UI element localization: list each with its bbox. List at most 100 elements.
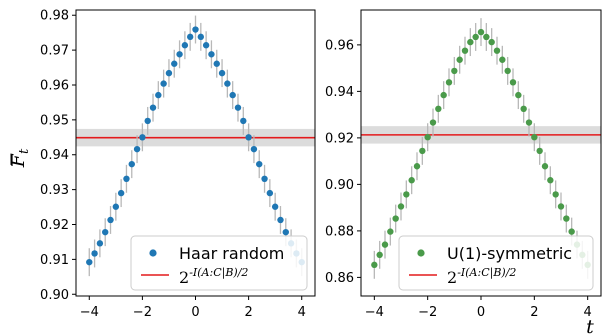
right-data-point xyxy=(451,67,458,75)
left-data-point xyxy=(261,175,268,183)
left-data-point xyxy=(102,228,109,236)
right-data-point xyxy=(520,105,527,113)
right-data-point xyxy=(413,163,421,170)
left-data-point xyxy=(277,216,284,224)
right-data-point xyxy=(392,215,399,222)
right-x-tick-label: −2 xyxy=(418,305,437,320)
right-data-point xyxy=(472,33,479,41)
right-data-point xyxy=(419,147,426,155)
left-legend-marker xyxy=(149,249,157,257)
right-legend-box xyxy=(398,235,594,291)
right-x-tick-label: 2 xyxy=(530,305,538,320)
x-axis-label: t xyxy=(586,316,594,335)
right-y-tick-label: 0.90 xyxy=(325,178,354,193)
right-data-point xyxy=(461,47,469,54)
left-legend-series-label: Haar random xyxy=(179,244,284,263)
left-panel: 0.90 0.91 0.92 0.93 0.94 0.95 0.96 0.97 0.98 −4 −2… xyxy=(40,9,316,320)
right-data-point xyxy=(477,28,485,36)
right-data-point xyxy=(440,91,447,99)
left-data-point xyxy=(266,189,274,197)
left-data-point xyxy=(213,60,220,67)
right-y-tick-label: 0.88 xyxy=(325,224,354,239)
y-axis-label-subscript: t xyxy=(17,148,32,154)
left-data-point xyxy=(256,160,263,168)
left-y-tick-label: 0.90 xyxy=(40,288,69,303)
left-data-point xyxy=(128,160,135,168)
left-data-point xyxy=(155,91,162,99)
left-data-point xyxy=(181,42,189,49)
left-data-point xyxy=(176,51,183,58)
right-data-point xyxy=(509,79,517,86)
left-y-tick-label: 0.93 xyxy=(40,183,69,198)
left-data-point xyxy=(202,42,210,49)
left-data-point xyxy=(91,250,98,257)
left-legend-box xyxy=(130,235,308,291)
right-data-point xyxy=(467,38,474,46)
right-data-point xyxy=(403,191,410,198)
right-data-point xyxy=(536,147,543,155)
left-y-tick-label: 0.92 xyxy=(40,218,69,233)
left-y-tick-label: 0.98 xyxy=(40,9,69,24)
right-data-point xyxy=(381,241,389,248)
right-data-point xyxy=(504,67,511,75)
right-data-point xyxy=(435,105,442,113)
right-data-point xyxy=(488,38,495,46)
left-y-tick-label: 0.96 xyxy=(40,78,69,93)
left-y-tick-label: 0.91 xyxy=(40,253,69,268)
right-data-point xyxy=(493,47,501,54)
right-data-point xyxy=(563,215,570,222)
left-data-point xyxy=(192,26,199,33)
left-data-point xyxy=(133,145,141,153)
left-data-point xyxy=(234,104,242,111)
right-legend-marker xyxy=(417,249,425,257)
left-x-tick-label: −4 xyxy=(80,305,99,320)
left-data-point xyxy=(107,216,114,224)
left-data-point xyxy=(208,51,215,58)
left-data-point xyxy=(271,203,279,210)
left-legend-threshold-label: 2-I(A:C|B)/2 xyxy=(179,266,248,287)
left-data-point xyxy=(160,80,167,87)
right-data-point xyxy=(525,119,533,126)
right-x-tick-label: −4 xyxy=(365,305,384,320)
right-data-point xyxy=(376,251,383,259)
left-data-point xyxy=(240,117,247,125)
right-legend: U(1)-symmetric 2-I(A:C|B)/2 xyxy=(398,235,594,291)
left-data-point xyxy=(149,104,157,111)
right-data-point xyxy=(547,177,554,184)
y-axis-label: Ft xyxy=(7,148,32,168)
left-data-point xyxy=(229,91,236,99)
right-x-tick-label: 0 xyxy=(477,305,485,320)
right-data-point xyxy=(445,79,453,86)
right-legend-threshold-label: 2-I(A:C|B)/2 xyxy=(447,266,516,287)
left-data-point xyxy=(282,228,289,236)
left-x-tick-label: −2 xyxy=(133,305,152,320)
left-legend: Haar random 2-I(A:C|B)/2 xyxy=(130,235,308,291)
left-data-point xyxy=(197,33,205,41)
left-y-tick-label: 0.94 xyxy=(40,148,69,163)
left-data-point xyxy=(117,189,125,197)
right-y-tick-label: 0.86 xyxy=(325,271,354,286)
left-data-point xyxy=(139,134,146,141)
right-data-point xyxy=(568,228,575,235)
right-data-point xyxy=(429,119,437,126)
right-y-tick-label: 0.92 xyxy=(325,131,354,146)
right-data-point xyxy=(456,56,463,63)
right-panel: 0.86 0.88 0.90 0.92 0.94 0.96 −4 −2 0 2 4 U(1)-symm… xyxy=(325,9,602,320)
left-data-point xyxy=(123,175,130,183)
y-axis-label-symbol: F xyxy=(7,153,29,168)
right-data-point xyxy=(557,203,565,210)
right-data-point xyxy=(371,261,378,269)
left-data-point xyxy=(144,117,151,125)
right-data-point xyxy=(397,203,405,210)
left-data-point xyxy=(186,33,194,41)
left-data-point xyxy=(250,145,258,153)
left-data-point xyxy=(112,203,120,210)
left-x-tick-label: 4 xyxy=(298,305,306,320)
left-x-tick-label: 2 xyxy=(244,305,252,320)
right-data-point xyxy=(483,33,490,41)
right-y-tick-label: 0.96 xyxy=(325,38,354,53)
svg-text:Ft: Ft xyxy=(7,148,32,168)
right-data-point xyxy=(408,177,415,184)
right-data-point xyxy=(531,133,538,141)
left-data-point xyxy=(245,134,252,141)
